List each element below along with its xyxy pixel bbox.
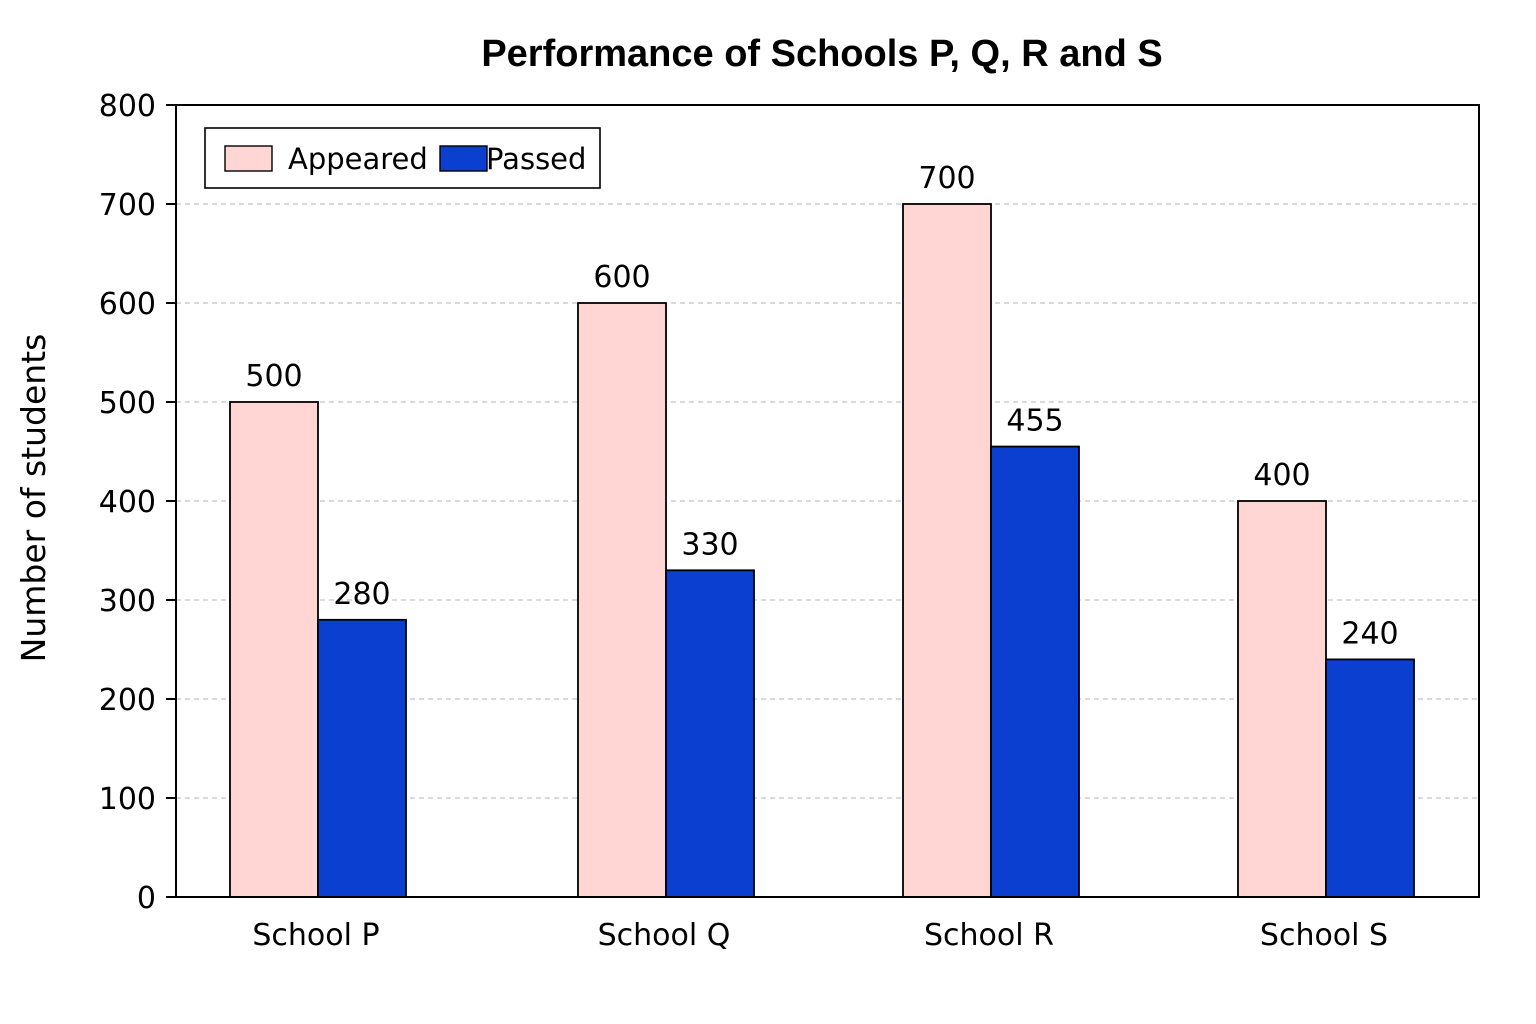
data-label: 455 — [1006, 404, 1063, 439]
y-tick-label: 600 — [99, 287, 156, 322]
y-axis-ticks: 0 100 200 300 400 500 600 700 800 — [99, 89, 176, 916]
bar-passed-school-r — [990, 445, 1080, 898]
x-category-label: School Q — [598, 918, 731, 953]
y-tick-label: 100 — [99, 782, 156, 817]
x-category-label: School R — [924, 918, 1054, 953]
y-tick-label: 700 — [99, 188, 156, 223]
value-labels: 500 280 600 330 700 455 400 240 — [245, 161, 1398, 651]
chart-title: Performance of Schools P, Q, R and S — [481, 33, 1162, 75]
bar-appeared-school-p — [229, 401, 319, 898]
y-tick-label: 500 — [99, 386, 156, 421]
x-category-label: School P — [252, 918, 379, 953]
x-category-label: School S — [1260, 918, 1388, 953]
y-tick-label: 800 — [99, 89, 156, 124]
data-label: 330 — [681, 527, 738, 562]
y-tick-label: 400 — [99, 485, 156, 520]
bar-passed-school-s — [1325, 658, 1415, 898]
bars — [229, 203, 1415, 898]
plot-frame — [175, 104, 1480, 898]
y-axis-label: Number of students — [14, 334, 53, 663]
legend-swatch-appeared — [224, 145, 273, 172]
legend-swatch-passed — [439, 145, 488, 172]
data-label: 500 — [245, 359, 302, 394]
data-label: 280 — [333, 577, 390, 612]
bar-appeared-school-s — [1237, 500, 1327, 898]
y-tick-label: 200 — [99, 683, 156, 718]
legend-label-passed: Passed — [486, 142, 586, 176]
legend: Appeared Passed — [204, 127, 601, 189]
legend-label-appeared: Appeared — [288, 142, 428, 176]
data-label: 400 — [1253, 458, 1310, 493]
y-tick-label: 0 — [137, 881, 156, 916]
data-label: 600 — [593, 260, 650, 295]
bar-appeared-school-q — [577, 302, 667, 898]
bar-passed-school-q — [665, 569, 755, 898]
bar-passed-school-p — [317, 618, 407, 898]
data-label: 700 — [918, 161, 975, 196]
data-label: 240 — [1341, 616, 1398, 651]
x-axis-categories: School P School Q School R School S — [252, 918, 1388, 953]
y-tick-label: 300 — [99, 584, 156, 619]
bar-appeared-school-r — [902, 203, 992, 898]
